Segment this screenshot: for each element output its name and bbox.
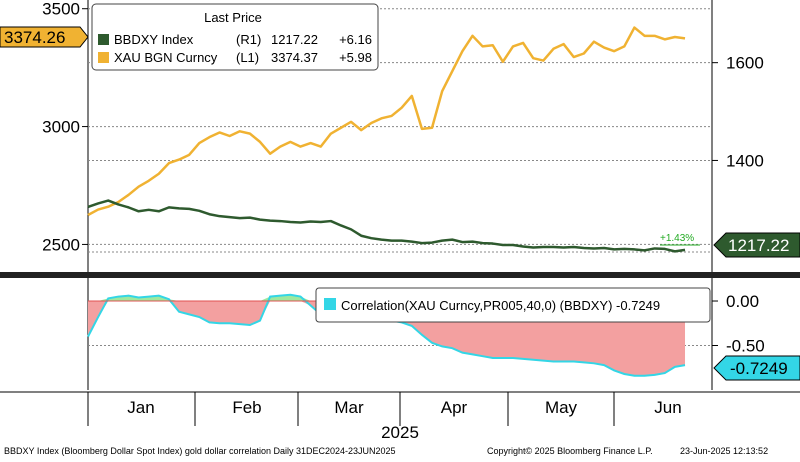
legend-header: Last Price (204, 10, 262, 25)
left-tick-label: 2500 (42, 235, 80, 254)
gold-last-value: 3374.26 (4, 28, 65, 47)
month-label: Feb (232, 398, 261, 417)
legend-axis: (R1) (236, 32, 261, 47)
footer-copyright: Copyright© 2025 Bloomberg Finance L.P. (487, 446, 653, 456)
legend-axis: (L1) (236, 50, 259, 65)
legend-change: +5.98 (339, 50, 372, 65)
corr-tick-label: 0.00 (726, 292, 759, 311)
corr-legend-label: Correlation(XAU Curncy,PR005,40,0) (BBDX… (341, 298, 660, 313)
panel-separator (0, 272, 800, 278)
legend-last: 3374.37 (271, 50, 318, 65)
left-tick-label: 3500 (42, 0, 80, 19)
corr-last-value: -0.7249 (730, 359, 788, 378)
legend-last: 1217.22 (271, 32, 318, 47)
legend-swatch (98, 34, 109, 45)
month-label: Apr (441, 398, 468, 417)
footer-timestamp: 23-Jun-2025 12:13:52 (680, 446, 769, 456)
dxy-last-value-tag (713, 232, 800, 258)
legend-name: XAU BGN Curncy (114, 50, 218, 65)
year-label: 2025 (381, 423, 419, 442)
legend-change: +6.16 (339, 32, 372, 47)
bottom-legend-box (315, 287, 711, 323)
gold-last-value-tag (0, 26, 89, 48)
corr-tick-label: -0.50 (726, 337, 765, 356)
legend-name: BBDXY Index (114, 32, 194, 47)
left-tick-label: 3000 (42, 118, 80, 137)
gold-price-line (87, 26, 686, 217)
footer-description: BBDXY Index (Bloomberg Dollar Spot Index… (4, 446, 396, 456)
change-annotation: +1.43% (660, 233, 694, 244)
month-label: May (545, 398, 578, 417)
corr-last-value-tag (713, 355, 800, 381)
month-label: Jan (127, 398, 154, 417)
right-tick-label: 1400 (726, 151, 764, 170)
legend-swatch (98, 52, 109, 63)
dollar-index-line (87, 199, 686, 253)
dxy-last-value: 1217.22 (728, 236, 789, 255)
month-label: Mar (334, 398, 364, 417)
top-legend-box (91, 3, 379, 71)
legend-swatch (324, 298, 336, 310)
month-label: Jun (654, 398, 681, 417)
positive-correlation-area (88, 294, 686, 302)
chart-svg: 2500 3000 3500 1400 1600 0.00 -0.50 +1.43% Jan Fe… (0, 0, 800, 442)
right-tick-label: 1600 (726, 54, 764, 73)
